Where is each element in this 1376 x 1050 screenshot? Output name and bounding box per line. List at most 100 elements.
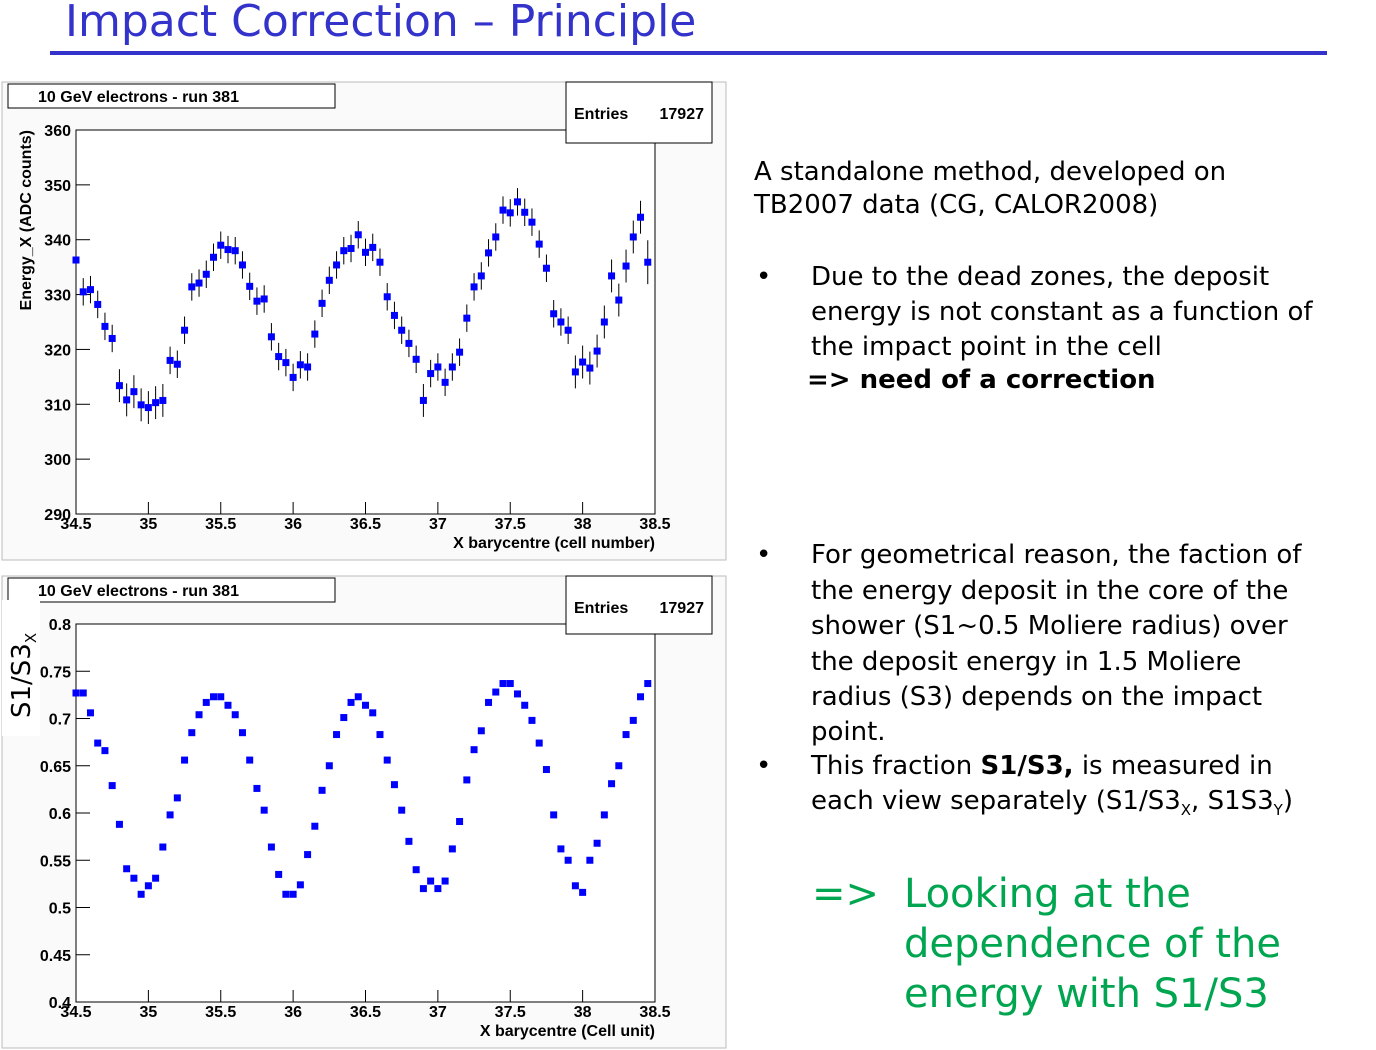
marker [238,261,246,269]
marker [542,264,550,272]
marker [115,382,123,390]
point-text: radius (S3) depends on the impact [811,682,1262,712]
marker [173,360,181,368]
marker [108,334,116,342]
marker [260,806,268,814]
result-text: Looking at the [904,871,1191,917]
marker [94,739,102,747]
marker [347,698,355,706]
marker [159,843,167,851]
marker [629,716,637,724]
stats-value: 17927 [660,106,705,123]
marker [557,845,565,853]
marker [144,404,152,412]
marker [390,781,398,789]
marker [347,244,355,252]
marker [470,746,478,754]
marker [550,811,558,819]
side-label-box [2,600,40,736]
marker [608,272,616,280]
point-text: the energy deposit in the core of the [811,576,1288,606]
result-text: dependence of the [904,921,1281,967]
marker [311,822,319,830]
x-tick-label: 38.5 [639,1004,670,1021]
marker [419,396,427,404]
y-tick-label: 340 [44,233,71,250]
marker [383,293,391,301]
marker [188,283,196,291]
marker [101,747,109,755]
marker [470,283,478,291]
marker [644,258,652,266]
marker [615,296,623,304]
marker [441,378,449,386]
marker [217,693,225,701]
marker [477,727,485,735]
y-tick-label: 330 [44,288,71,305]
marker [456,348,464,356]
y-tick-label: 0.65 [40,759,71,776]
x-tick-label: 37 [429,1004,447,1021]
marker [571,368,579,376]
marker [579,358,587,366]
marker [123,865,131,873]
point-text: Due to the dead zones, the deposit [811,262,1269,292]
title-rule [50,51,1327,55]
marker [304,363,312,371]
point-text: For geometrical reason, the faction of [811,540,1302,570]
point-text: point. [811,717,886,747]
marker [231,711,239,719]
stats-label: Entries [574,106,628,123]
marker [166,356,174,364]
marker [282,359,290,367]
marker [405,339,413,347]
marker [513,198,521,206]
marker [79,689,87,697]
marker [586,856,594,864]
marker [202,698,210,706]
marker [130,388,138,396]
marker [369,709,377,717]
point-text: This fraction S1/S3, is measured in [810,751,1273,781]
marker [535,739,543,747]
intro: TB2007 data (CG, CALOR2008) [753,190,1158,220]
marker [108,782,116,790]
x-tick-label: 35 [139,1004,157,1021]
marker [456,818,464,826]
marker [115,820,123,828]
marker [86,709,94,717]
x-tick-label: 38.5 [639,516,670,533]
marker [79,288,87,296]
y-tick-label: 0.5 [49,901,71,918]
y-tick-label: 360 [44,123,71,140]
marker [333,731,341,739]
y-tick-label: 0.7 [49,712,71,729]
marker [608,780,616,788]
stats-box [565,575,713,635]
text-run: S1/S3, [981,751,1074,781]
title-box [7,83,336,109]
stats-value: 17927 [660,600,705,617]
marker [231,247,239,255]
marker [354,231,362,239]
text-run: each view separately (S1/S3 [811,786,1181,816]
marker [398,806,406,814]
x-axis-title: X barycentre (Cell unit) [480,1023,655,1040]
marker [188,729,196,737]
marker [427,370,435,378]
marker [564,326,572,334]
point-text: the deposit energy in 1.5 Moliere [811,647,1241,677]
x-tick-label: 35.5 [205,1004,236,1021]
stats-label: Entries [574,600,628,617]
marker [224,246,232,254]
marker [535,240,543,248]
text-run: S1/S3 [7,643,37,718]
chart: 34.5 35 35.5 36 36.5 37 37.5 38 38.5 0.4 0.45 0.5 0.… [1,575,727,1049]
marker [550,310,558,318]
marker [383,756,391,764]
marker [571,882,579,890]
marker [593,347,601,355]
text-run: ) [1283,786,1293,816]
marker [427,877,435,885]
x-tick-label: 35 [139,516,157,533]
